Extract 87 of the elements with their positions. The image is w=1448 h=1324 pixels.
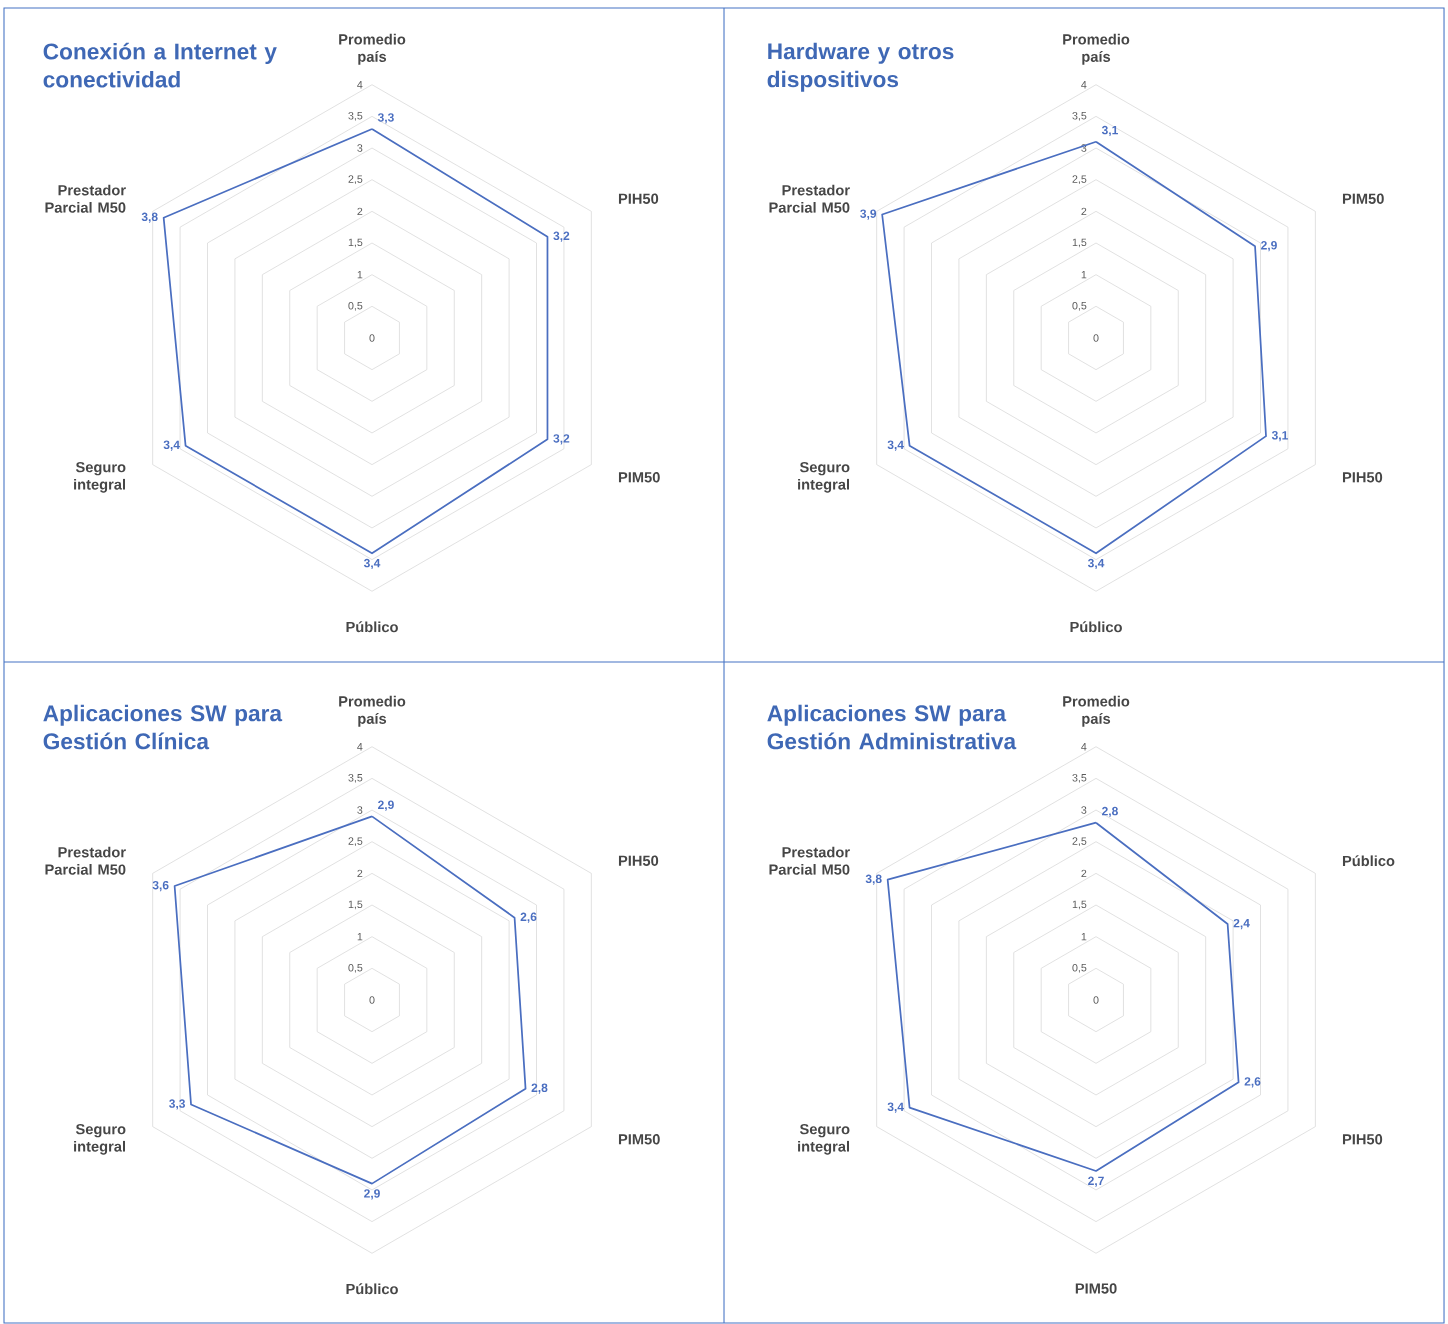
y-tick-label: 2,5 <box>1072 837 1087 847</box>
y-tick-label: 2,5 <box>348 837 363 847</box>
y-tick-label: 4 <box>1081 81 1087 89</box>
y-tick-label: 0 <box>1093 334 1099 342</box>
text: Conexión a Internet y conectividad <box>43 42 277 88</box>
y-tick-label: 4 <box>1081 743 1087 751</box>
y-tick-label: 2,5 <box>1072 175 1087 185</box>
y-tick-label: 1,5 <box>1072 900 1087 910</box>
spoke-label: PIM50 <box>618 472 660 483</box>
spoke-label: Prestador Parcial M50 <box>45 184 126 213</box>
y-tick-label: 0 <box>369 334 375 342</box>
data-label: 3,4 <box>1087 558 1105 570</box>
data-label: 3,3 <box>377 113 394 124</box>
spoke-label: PIH50 <box>1342 1134 1383 1145</box>
spoke-label: Seguro integral <box>798 1123 850 1155</box>
spoke-label: PIH50 <box>1342 472 1383 483</box>
data-label: 2,9 <box>364 1189 380 1200</box>
y-tick-label: 2,5 <box>348 175 363 185</box>
y-tick-label: 3,5 <box>1072 773 1087 783</box>
y-tick-label: 2 <box>1081 207 1087 216</box>
data-label: 2,8 <box>531 1083 548 1094</box>
data-label: 2,4 <box>1233 918 1250 930</box>
y-tick-label: 0,5 <box>348 963 363 973</box>
data-label: 2,6 <box>520 912 537 923</box>
spoke-label: Prestador Parcial M50 <box>45 846 126 875</box>
data-label: 3,9 <box>860 209 877 220</box>
data-label: 3,2 <box>553 434 570 445</box>
y-tick-label: 1 <box>357 271 363 279</box>
data-label: 3,4 <box>163 440 180 451</box>
y-tick-label: 3,5 <box>348 773 363 783</box>
y-tick-label: 0,5 <box>1072 963 1087 973</box>
spoke-label: Seguro integral <box>74 461 126 493</box>
spoke-label: Público <box>1070 621 1122 633</box>
y-tick-label: 1,5 <box>348 238 363 248</box>
spoke-label: Público <box>346 1283 398 1295</box>
spoke-label: Prestador Parcial M50 <box>769 846 850 875</box>
y-tick-label: 0,5 <box>348 301 363 311</box>
data-label: 3,1 <box>1271 431 1288 442</box>
y-tick-label: 2 <box>357 869 363 878</box>
y-tick-label: 0,5 <box>1072 301 1087 311</box>
spoke-label: Prestador Parcial M50 <box>769 184 850 213</box>
y-tick-label: 4 <box>357 81 363 89</box>
y-tick-label: 0 <box>369 996 375 1004</box>
spoke-label: PIH50 <box>618 855 659 866</box>
y-tick-label: 2 <box>357 207 363 216</box>
y-tick-label: 1 <box>357 933 363 941</box>
y-tick-label: 1,5 <box>348 900 363 910</box>
y-tick-label: 3 <box>1081 806 1087 814</box>
y-tick-label: 3,5 <box>1072 111 1087 121</box>
spoke-label: Público <box>1342 855 1395 867</box>
data-label: 3,8 <box>865 874 882 885</box>
spoke-label: Seguro integral <box>798 461 850 493</box>
spoke-label: PIH50 <box>618 193 659 204</box>
data-label: 2,8 <box>1102 806 1118 818</box>
data-label: 3,8 <box>141 212 158 223</box>
data-label: 3,3 <box>169 1099 185 1110</box>
text: Aplicaciones SW para Gestión Clínica <box>43 704 283 750</box>
data-label: 3,1 <box>1101 125 1118 137</box>
text: Aplicaciones SW para Gestión Administrativa <box>767 704 1017 750</box>
data-label: 2,9 <box>1261 241 1277 252</box>
text: Hardware y otros dispositivos <box>767 42 954 92</box>
data-label: 3,4 <box>363 558 381 570</box>
data-label: 3,4 <box>887 440 904 451</box>
y-tick-label: 1,5 <box>1072 238 1087 248</box>
spoke-label: Promedio país <box>1063 33 1130 65</box>
spoke-label: PIM50 <box>618 1134 660 1145</box>
y-tick-label: 1 <box>1081 933 1087 941</box>
y-tick-label: 0 <box>1093 996 1099 1004</box>
spoke-label: PIM50 <box>1075 1283 1117 1294</box>
spoke-label: Promedio país <box>339 33 406 65</box>
data-label: 2,7 <box>1088 1176 1104 1187</box>
data-label: 2,9 <box>378 800 394 811</box>
spoke-label: Seguro integral <box>74 1123 126 1155</box>
y-tick-label: 4 <box>357 743 363 751</box>
spoke-label: Promedio país <box>1063 695 1130 727</box>
y-tick-label: 3,5 <box>348 111 363 121</box>
spoke-label: Promedio país <box>339 695 406 727</box>
y-tick-label: 1 <box>1081 271 1087 279</box>
data-label: 2,6 <box>1244 1077 1261 1088</box>
spoke-label: PIM50 <box>1342 193 1384 204</box>
y-tick-label: 3 <box>357 144 363 152</box>
y-tick-label: 2 <box>1081 869 1087 878</box>
data-label: 3,2 <box>553 231 570 242</box>
spoke-label: Público <box>346 621 398 633</box>
data-label: 3,6 <box>152 880 169 892</box>
y-tick-label: 3 <box>357 806 363 814</box>
data-label: 3,4 <box>887 1102 904 1113</box>
